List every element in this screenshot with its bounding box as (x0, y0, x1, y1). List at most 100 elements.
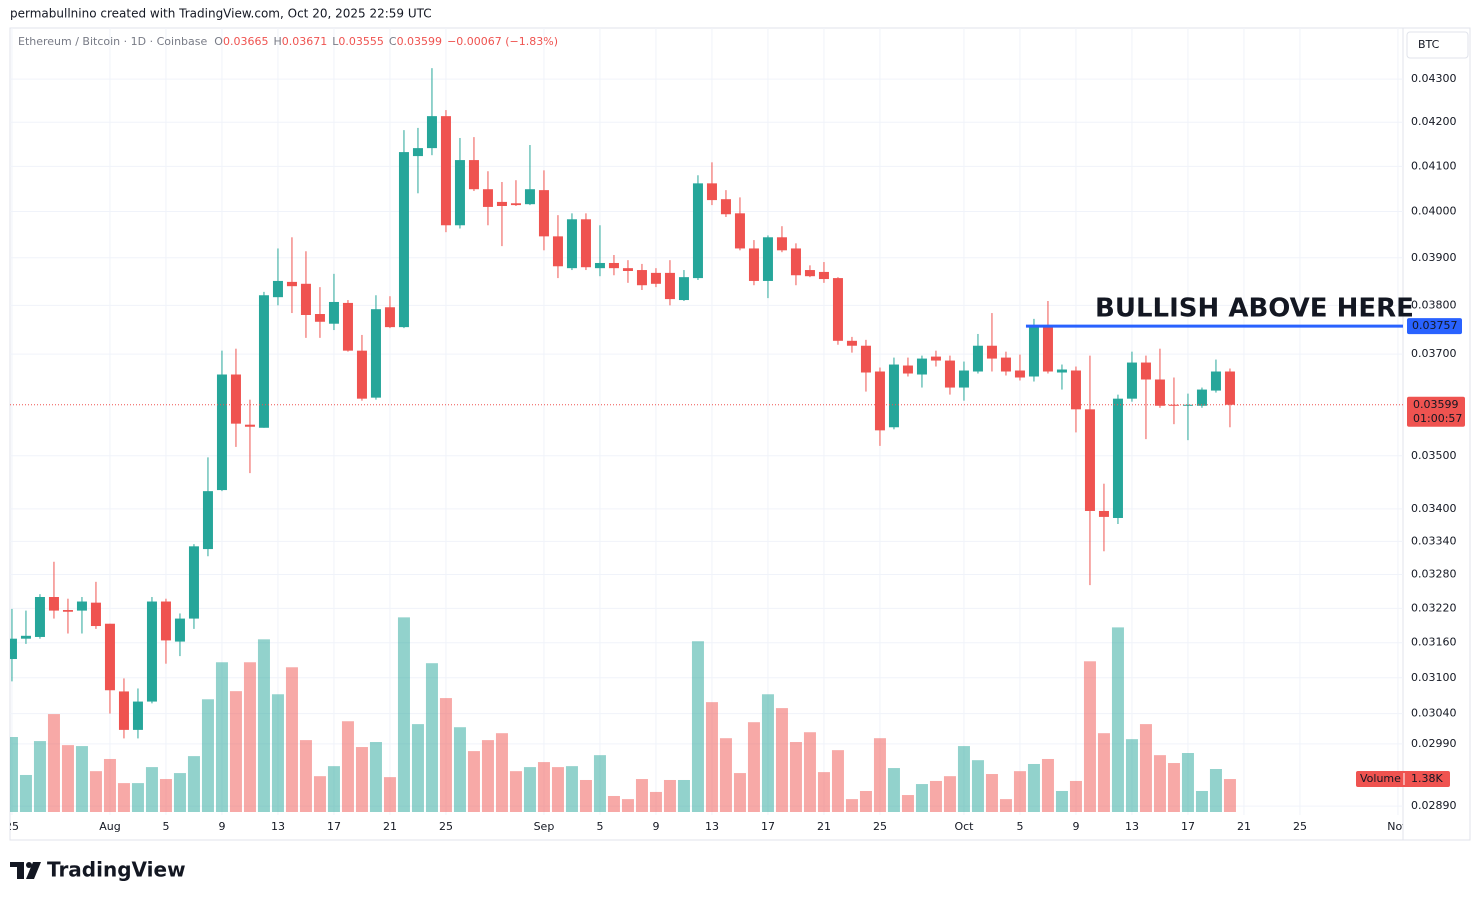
candle-body (34, 596, 45, 637)
footer-logo (10, 862, 41, 879)
candle-body (538, 190, 549, 237)
y-tick-label: 0.03700 (1411, 347, 1457, 360)
x-tick-label: 5 (596, 820, 603, 833)
candle-body (286, 281, 297, 287)
candle-body (804, 270, 815, 277)
candle-body (314, 314, 325, 322)
volume-legend-value: 1.38K (1411, 772, 1443, 785)
candle-body (902, 365, 913, 374)
volume-bar (355, 747, 368, 812)
volume-bar (467, 751, 480, 812)
y-tick-label: 0.03040 (1411, 707, 1457, 720)
candle-body (482, 189, 493, 207)
candle-body (76, 601, 87, 611)
candle-body (930, 356, 941, 361)
legend-high: 0.03671 (282, 35, 328, 48)
volume-bar (579, 779, 592, 812)
x-tick-label: Aug (99, 820, 120, 833)
candle-body (440, 116, 451, 226)
volume-bar (831, 750, 844, 812)
volume-bar (215, 662, 228, 812)
candle-body (160, 601, 171, 641)
y-tick-label: 0.04300 (1411, 72, 1457, 85)
y-tick-label: 0.03800 (1411, 298, 1457, 311)
y-tick-label: 0.03340 (1411, 534, 1457, 547)
candle-body (342, 302, 353, 351)
volume-bar (817, 772, 830, 812)
candle-body (608, 262, 619, 269)
y-tick-label: 0.03220 (1411, 601, 1457, 614)
volume-bar (943, 776, 956, 812)
x-tick-label: Oct (954, 820, 974, 833)
candle-body (846, 340, 857, 346)
candle-body (678, 277, 689, 301)
volume-bar (257, 639, 270, 812)
volume-bar (1055, 790, 1068, 812)
legend: Ethereum / Bitcoin · 1D · Coinbase O0.036… (18, 35, 558, 48)
logo-part (17, 862, 24, 879)
volume-bar (859, 790, 872, 812)
x-tick-label: 9 (1072, 820, 1079, 833)
candle-body (580, 219, 591, 268)
volume-bar (593, 755, 606, 812)
legend-low: 0.03555 (338, 35, 384, 48)
candle-body (1084, 409, 1095, 511)
candle-body (818, 271, 829, 280)
candle-body (1182, 404, 1193, 406)
candle-body (958, 370, 969, 388)
candle-body (412, 148, 423, 157)
volume-bar (901, 795, 914, 812)
x-tick-label: Nov (1387, 820, 1409, 833)
volume-bar (1209, 769, 1222, 812)
currency: BTC (1418, 38, 1440, 51)
candle-body (1000, 357, 1011, 372)
volume-bar (341, 721, 354, 812)
candle-body (146, 601, 157, 702)
volume-bar (705, 702, 718, 812)
candle-body (1028, 326, 1039, 377)
x-tick-label: 25 (1293, 820, 1307, 833)
y-tick-label: 0.03900 (1411, 251, 1457, 264)
candle-body (594, 262, 605, 269)
annotation-price-box (1407, 318, 1462, 335)
volume-bar (691, 641, 704, 812)
volume-bar (1013, 771, 1026, 812)
candle-body (104, 623, 115, 691)
volume-bar (845, 799, 858, 812)
volume-bar (117, 783, 130, 812)
volume-bar (10, 737, 18, 812)
candle-body (48, 596, 59, 611)
currency-box[interactable] (1406, 31, 1469, 59)
y-tick-label: 0.03500 (1411, 449, 1457, 462)
candle-body (762, 237, 773, 281)
candle-body (20, 635, 31, 639)
candle-body (972, 345, 983, 372)
candle-body (706, 183, 717, 201)
volume-bar (411, 724, 424, 812)
volume-bar (565, 766, 578, 812)
volume-bar (971, 760, 984, 812)
volume-bar (495, 733, 508, 812)
legend-low-label: L (332, 35, 339, 48)
chart-frame (9, 27, 1471, 841)
volume-bar (509, 771, 522, 812)
volume-bar (663, 779, 676, 812)
volume-bar (873, 738, 886, 812)
x-tick-label: 21 (1237, 820, 1251, 833)
candle-body (216, 374, 227, 491)
volume-bar (1181, 753, 1194, 812)
candle-body (118, 691, 129, 730)
candle-body (1042, 326, 1053, 372)
candle-body (258, 295, 269, 428)
candle-body (720, 199, 731, 215)
candle-body (510, 203, 521, 206)
volume-bar (425, 663, 438, 812)
legend-high-label: H (273, 35, 281, 48)
x-tick-label: 9 (218, 820, 225, 833)
volume-bar (803, 732, 816, 812)
candle-body (622, 268, 633, 271)
x-tick-label: 17 (761, 820, 775, 833)
volume-bar (887, 768, 900, 812)
volume-bar (173, 773, 186, 812)
